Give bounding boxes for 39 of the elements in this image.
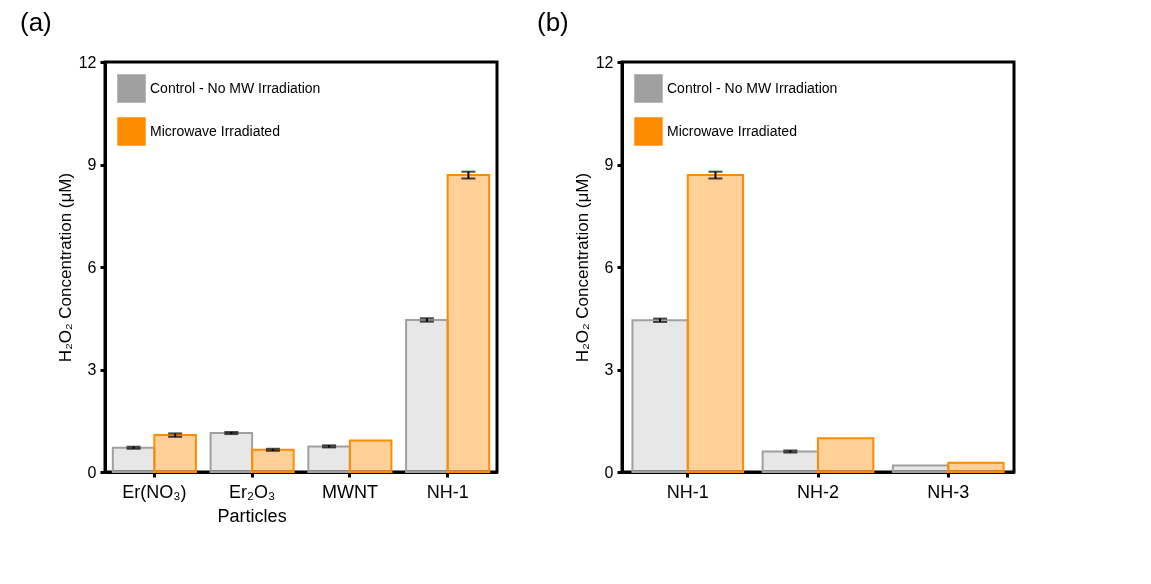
legend-label: Control - No MW Irradiation [667, 79, 838, 96]
y-axis-title: H₂O₂ Concentration (μM) [572, 172, 592, 363]
x-tick-label: NH-2 [796, 481, 840, 502]
y-tick-label: 12 [595, 53, 614, 71]
y-tick-label: 0 [87, 463, 97, 481]
chart-title: (b) [537, 7, 569, 37]
x-tick-label: NH-3 [927, 481, 970, 502]
bar [348, 439, 393, 473]
x-tick-label: Er(NO₃) [122, 481, 187, 502]
bar [307, 445, 351, 473]
x-tick-label: NH-1 [666, 481, 709, 502]
bar [405, 318, 449, 473]
legend-label: Control - No MW Irradiation [150, 79, 321, 96]
y-tick-label: 3 [87, 361, 97, 378]
bar [891, 464, 950, 473]
x-tick-label: NH-1 [426, 481, 469, 502]
y-axis-title: H₂O₂ Concentration (μM) [55, 172, 75, 363]
bar [209, 432, 254, 473]
y-tick-label: 9 [604, 156, 614, 173]
bar [446, 174, 491, 473]
y-tick-label: 6 [87, 258, 97, 276]
y-tick-label: 6 [604, 258, 614, 276]
y-tick-label: 3 [604, 361, 614, 378]
bar [761, 450, 819, 473]
bar [686, 174, 745, 473]
bar [153, 434, 197, 473]
y-tick-label: 9 [87, 156, 97, 173]
bar [817, 437, 875, 473]
bar [631, 319, 689, 473]
x-tick-label: Er₂O₃ Particles [217, 481, 287, 526]
chart-title: (a) [20, 7, 52, 37]
legend-label: Microwave Irradiated [667, 122, 797, 139]
legend-label: Microwave Irradiated [150, 122, 280, 139]
bar [947, 461, 1005, 473]
bar [251, 448, 295, 473]
y-tick-label: 0 [604, 463, 614, 481]
y-tick-label: 12 [78, 53, 97, 71]
x-tick-label: MWNT [321, 481, 378, 502]
bar [111, 446, 156, 473]
